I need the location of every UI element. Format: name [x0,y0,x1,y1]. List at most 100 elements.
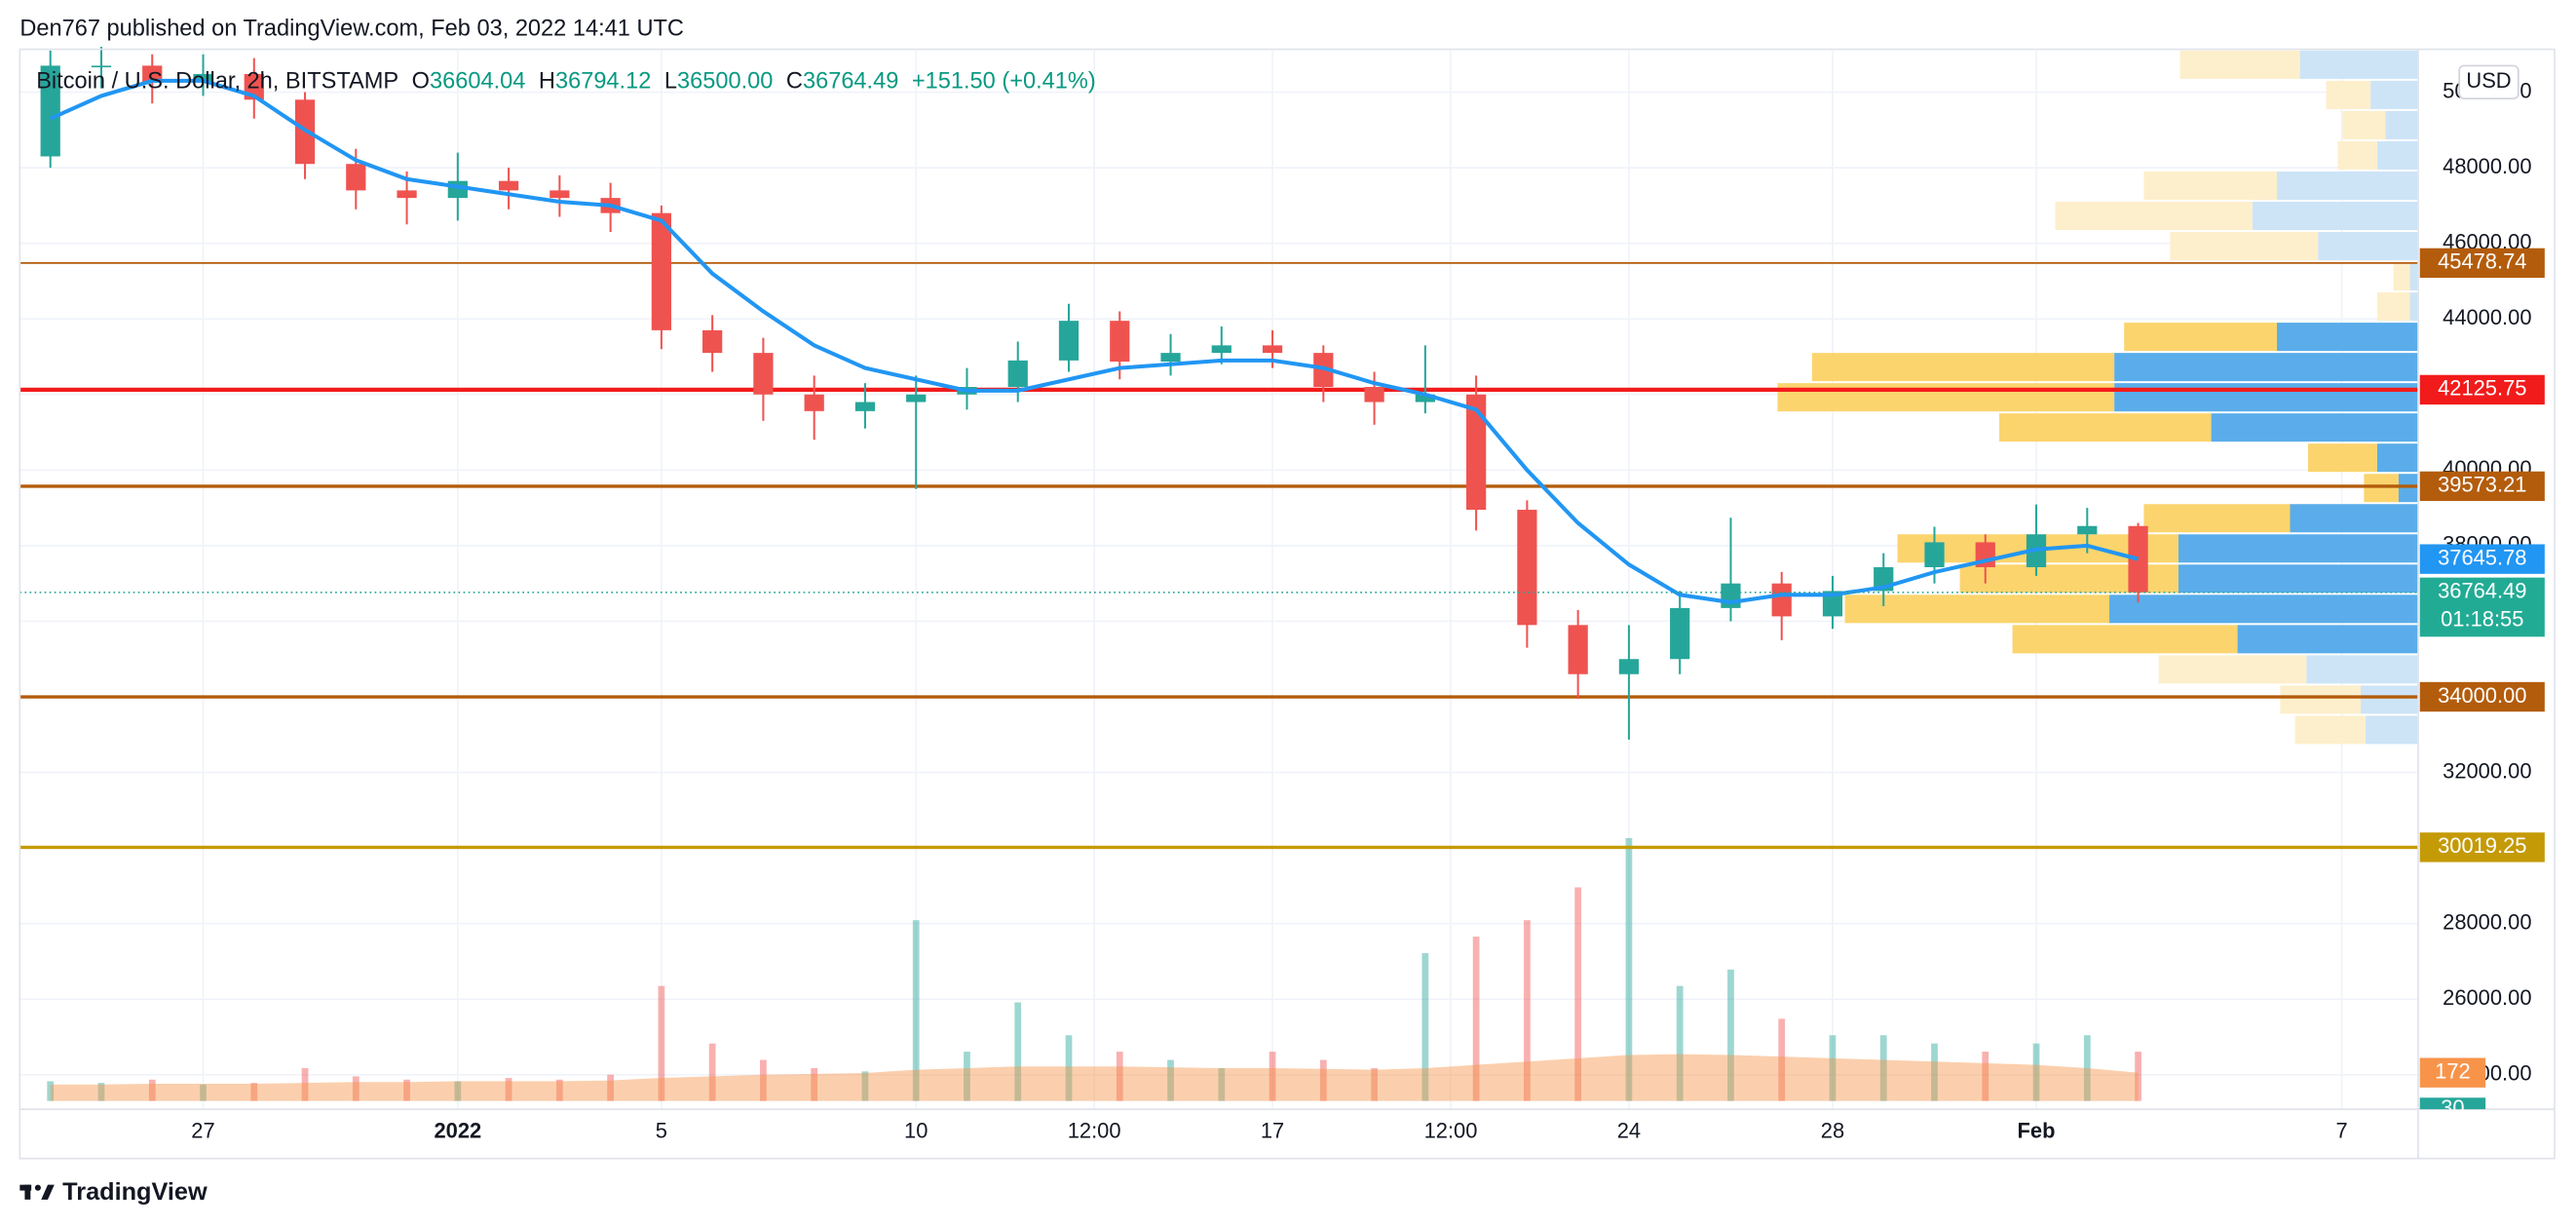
volume-bar [1625,837,1633,1101]
profile-down [2337,140,2377,170]
candle-body [193,73,213,83]
volume-bar [658,985,665,1101]
candle-body [906,394,927,403]
legend-value: 36764.49 [803,69,898,95]
profile-down [1811,353,2115,382]
level-label-box [2419,832,2545,863]
volume-bar [964,1052,970,1101]
symbol: Bitcoin / U.S. Dollar, 2h, BITSTAMP [36,69,398,95]
profile-down [2342,110,2386,139]
volume-bar [1472,937,1480,1101]
legend-change: +151.50 (+0.41%) [912,69,1096,95]
profile-down [2170,232,2319,261]
plot-frame [19,48,2556,1160]
level-label-box [2419,471,2545,502]
volume-bar [607,1074,614,1101]
countdown: 01:18:55 [2441,606,2523,631]
profile-down [2364,474,2399,503]
level-label-box [2419,374,2545,405]
level-label: 34000.00 [2438,683,2526,708]
profile-down [2179,50,2300,79]
volume-pane [47,837,2141,1101]
profile-up [2178,564,2419,594]
profile-up [2109,595,2419,624]
profile-up [2277,171,2419,200]
volume-ma-area [50,1054,2139,1101]
candle-body [1466,394,1487,511]
volume-bar [2032,1043,2040,1101]
volume-bar [1269,1052,1276,1101]
level-label-box [2419,248,2545,279]
volume-bar [1727,969,1734,1101]
volume-ma-label: 172 [2435,1058,2471,1083]
volume-profile [1777,50,2419,745]
profile-down [2055,201,2253,230]
candle-body [1007,360,1028,388]
volume-bar [2135,1052,2141,1101]
legend-value: 36794.12 [555,69,651,95]
volume-bar [1778,1018,1786,1101]
volume-bar [1676,985,1684,1101]
x-tick-label: 12:00 [1424,1118,1478,1142]
profile-up [2366,715,2419,745]
candle-body [2128,525,2148,593]
candle-body [651,212,672,330]
current-price-box [2419,577,2545,637]
currency-box[interactable] [2458,64,2519,100]
candle-body [1670,607,1690,660]
profile-up [2370,80,2419,109]
candle-body [142,65,163,83]
candle-body [498,180,519,191]
volume-bar [1116,1052,1123,1101]
profile-up [2114,353,2419,382]
legend-key: L [664,69,677,95]
volume-bar [454,1081,462,1101]
candle-body [1924,542,1945,567]
volume-bar [301,1067,309,1101]
candle-body [1110,321,1130,363]
profile-up [2385,110,2419,139]
volume-bar [1982,1052,1989,1101]
candle-body [1160,353,1181,363]
x-tick-label: Feb [2018,1118,2056,1142]
logo-shape [24,1184,31,1200]
x-tick-label: 5 [656,1118,667,1142]
profile-down [1844,595,2110,624]
profile-down [2294,715,2367,745]
volume-bar [1218,1067,1226,1101]
legend-key: C [786,69,803,95]
volume-bar [1879,1035,1887,1101]
volume-bar [352,1076,360,1101]
volume-bar [1524,920,1531,1101]
profile-up [2398,474,2419,503]
candles [19,47,2419,740]
candle-body [1262,345,1283,354]
y-tick-label: 44000.00 [2443,305,2531,329]
header: Den767 published on TradingView.com, Feb… [19,17,684,42]
profile-up [2290,504,2419,533]
profile-down [2326,80,2371,109]
volume-bar [1421,952,1429,1101]
profile-up [2376,140,2419,170]
level-label: 30019.25 [2438,833,2526,858]
candle-body [702,329,723,354]
candle-body [804,394,824,411]
volume-bar [912,920,920,1101]
volume-bar [47,1081,55,1101]
profile-up [2409,262,2419,291]
volume-bar [861,1071,869,1101]
volume-bar [403,1079,410,1101]
candle-body [1618,659,1640,674]
candle-body [40,65,60,157]
legend-key: H [539,69,555,95]
logo-shape [34,1184,41,1191]
legend-key: O [412,69,430,95]
candle-body [1517,510,1537,626]
candle-body [1568,625,1588,674]
x-tick-label: 17 [1261,1118,1284,1142]
axes: 27 2022 5 10 12:00 17 12:00 24 28 Feb 724000.00260… [19,48,2556,1160]
volume-bar [555,1079,563,1101]
currency[interactable]: USD [2466,68,2511,93]
